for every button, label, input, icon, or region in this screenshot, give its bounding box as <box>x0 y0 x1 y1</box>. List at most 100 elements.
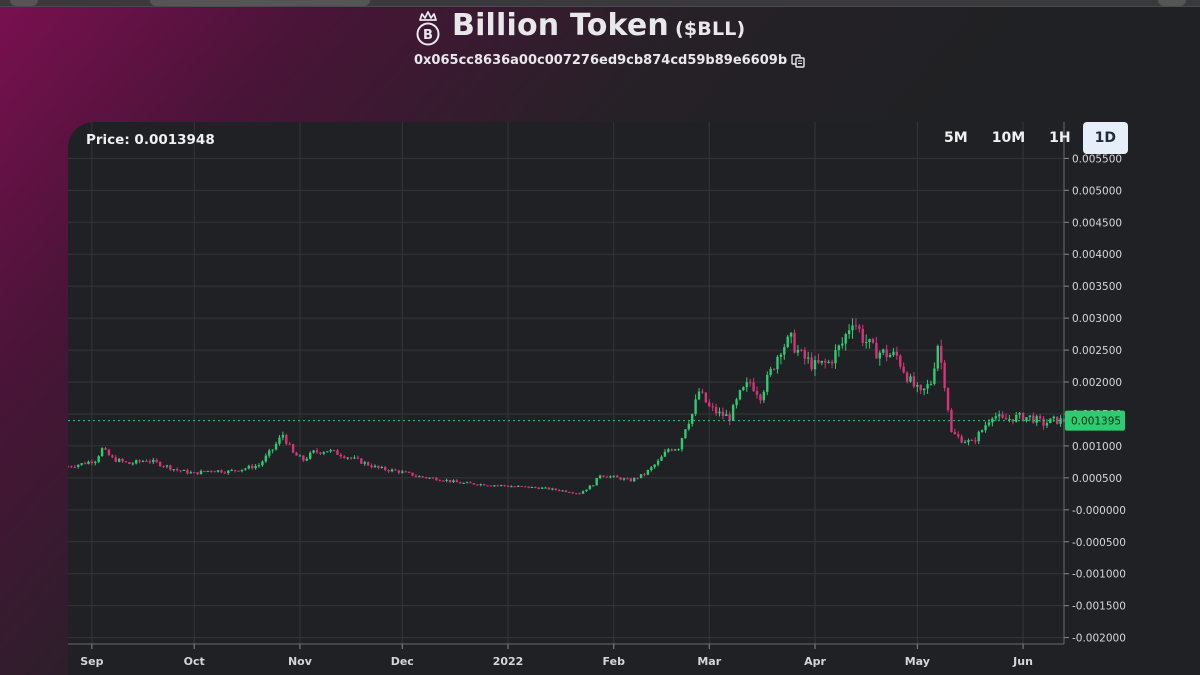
candle-body <box>175 469 179 471</box>
candle-body <box>936 346 939 369</box>
candle-body <box>762 391 766 401</box>
token-address-row: 0x065cc8636a00c007276ed9cb874cd59b89e660… <box>414 53 805 68</box>
candle-body <box>240 469 244 472</box>
candle-body <box>530 486 534 488</box>
candle-body <box>353 457 356 459</box>
candle-body <box>991 418 994 423</box>
candle-body <box>595 478 598 486</box>
candle-body <box>114 457 117 462</box>
token-header: B Billion Token ($BLL) 0x065cc8636a00c007… <box>0 8 1200 78</box>
candle-body <box>789 332 793 337</box>
candle-body <box>237 470 240 472</box>
candle-body <box>274 443 278 450</box>
candle-body <box>373 465 377 468</box>
candle-body <box>363 462 366 464</box>
candle-body <box>1018 413 1021 415</box>
candle-body <box>152 459 155 463</box>
candle-body <box>718 411 721 414</box>
timeframe-1h-button[interactable]: 1H <box>1049 130 1071 146</box>
candle-body <box>186 470 189 474</box>
candle-body <box>871 339 875 343</box>
candle-body <box>312 450 315 453</box>
candle-body <box>837 345 841 351</box>
candle-body <box>1042 418 1045 426</box>
candle-body <box>755 391 759 395</box>
candle-body <box>438 480 441 482</box>
candle-body <box>626 478 629 480</box>
last-price-label: 0.001395 <box>1071 416 1121 428</box>
candle-body <box>465 482 469 484</box>
candle-body <box>748 382 752 384</box>
candle-body <box>138 460 141 462</box>
candle-body <box>537 487 540 489</box>
candle-body <box>575 493 578 495</box>
candle-body <box>124 461 128 463</box>
candle-body <box>428 477 431 479</box>
top-bar-button-left[interactable] <box>10 0 38 6</box>
top-bar-tab[interactable] <box>150 0 370 6</box>
candle-body <box>691 413 694 424</box>
candle-body <box>667 449 670 452</box>
candle-body <box>210 470 213 472</box>
candle-body <box>513 486 517 488</box>
candle-body <box>380 467 384 469</box>
chart-grid <box>68 122 1064 644</box>
chart-axes: 0.005500 0.005000 0.004500 0.004000 0.003500… <box>68 122 1126 668</box>
candle-body <box>329 450 332 452</box>
candle-body <box>793 332 796 353</box>
candle-body <box>319 452 322 454</box>
candle-body <box>104 448 107 450</box>
browser-top-bar <box>0 0 1200 7</box>
candle-body <box>929 383 933 385</box>
candle-body <box>339 454 343 457</box>
timeframe-1d-button[interactable]: 1D <box>1082 122 1128 154</box>
y-tick-label: -0.001500 <box>1072 601 1126 613</box>
timeframe-10m-button[interactable]: 10M <box>991 130 1026 146</box>
timeframe-5m-button[interactable]: 5M <box>944 130 968 146</box>
candle-body <box>677 449 680 451</box>
copy-icon[interactable] <box>791 53 805 68</box>
candle-body <box>1038 416 1042 419</box>
token-name: Billion Token <box>452 8 669 43</box>
candle-body <box>721 411 725 416</box>
candle-body <box>401 471 404 473</box>
candle-body <box>254 465 257 469</box>
candle-body <box>824 360 827 363</box>
candle-body <box>899 355 902 367</box>
candle-body <box>360 458 363 464</box>
candle-body <box>121 458 124 462</box>
candle-body <box>520 485 523 487</box>
candle-body <box>510 486 513 488</box>
candle-body <box>298 455 302 457</box>
candle-body <box>1059 418 1062 424</box>
candle-body <box>759 394 762 401</box>
candle-body <box>445 479 448 481</box>
candle-body <box>165 465 169 467</box>
candle-body <box>97 456 100 462</box>
candle-body <box>227 470 230 474</box>
y-tick-label: 0.001000 <box>1072 441 1122 453</box>
candle-body <box>738 390 742 400</box>
top-bar-button-right[interactable] <box>1158 0 1186 6</box>
candle-body <box>213 471 216 473</box>
candle-body <box>278 437 281 444</box>
candle-body <box>482 484 486 486</box>
candle-body <box>94 461 97 464</box>
candle-body <box>80 463 83 465</box>
candle-body <box>459 482 462 484</box>
candle-body <box>366 462 370 466</box>
candle-body <box>701 391 704 393</box>
candle-body <box>233 470 237 472</box>
x-tick-label: Feb <box>603 655 626 668</box>
candle-body <box>660 456 663 461</box>
candle-body <box>308 452 312 459</box>
candle-body <box>346 457 349 459</box>
candle-body <box>875 342 878 359</box>
candle-body <box>844 334 847 344</box>
candle-body <box>404 471 407 473</box>
candle-body <box>922 388 926 391</box>
candle-body <box>322 452 326 454</box>
candle-body <box>633 477 636 482</box>
candle-body <box>540 487 544 489</box>
price-chart[interactable]: 0.005500 0.005000 0.004500 0.004000 0.003500… <box>68 122 1200 675</box>
